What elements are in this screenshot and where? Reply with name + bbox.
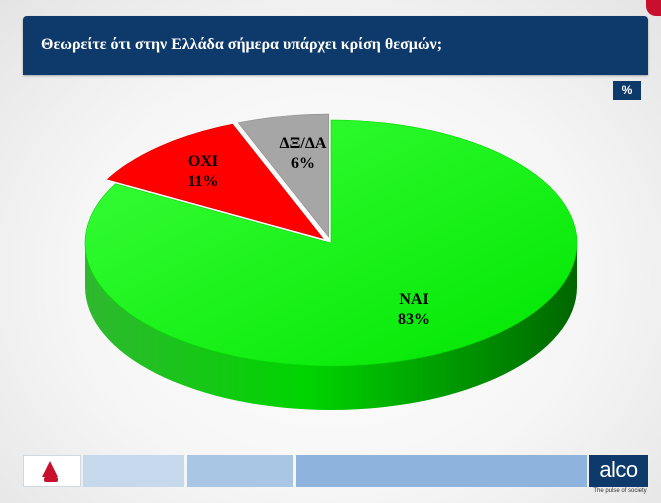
pie-side-0 [85,243,577,410]
footer-segment [296,455,587,487]
pie-sides [85,243,577,410]
slice-value-1: 11% [187,173,218,190]
footer-segment [83,455,184,487]
slice-label-1: ΟΧΙ [188,153,218,170]
alpha-news-logo-icon [23,455,81,487]
unit-badge: % [613,81,641,100]
footer-bar: alco [23,455,648,487]
pie-slice-0 [84,119,578,367]
chart-title: Θεωρείτε ότι στην Ελλάδα σήμερα υπάρχει … [41,36,443,53]
title-bar: Θεωρείτε ότι στην Ελλάδα σήμερα υπάρχει … [23,16,648,75]
pie-labels: ΝΑΙ 83% ΟΧΙ 11% ΔΞ/ΔΑ 6% [187,135,430,328]
pie-slice-2 [237,113,330,238]
slice-value-2: 6% [291,155,315,172]
footer-segment [187,455,293,487]
corner-badge [646,0,661,16]
slice-label-0: ΝΑΙ [399,291,428,308]
pie-slice-1 [106,123,324,240]
alco-tagline: The pulse of society [593,488,647,494]
alco-logo: alco [589,455,648,487]
slice-value-0: 83% [398,311,430,328]
pie-tops [84,113,578,367]
slice-label-2: ΔΞ/ΔΑ [280,135,327,152]
